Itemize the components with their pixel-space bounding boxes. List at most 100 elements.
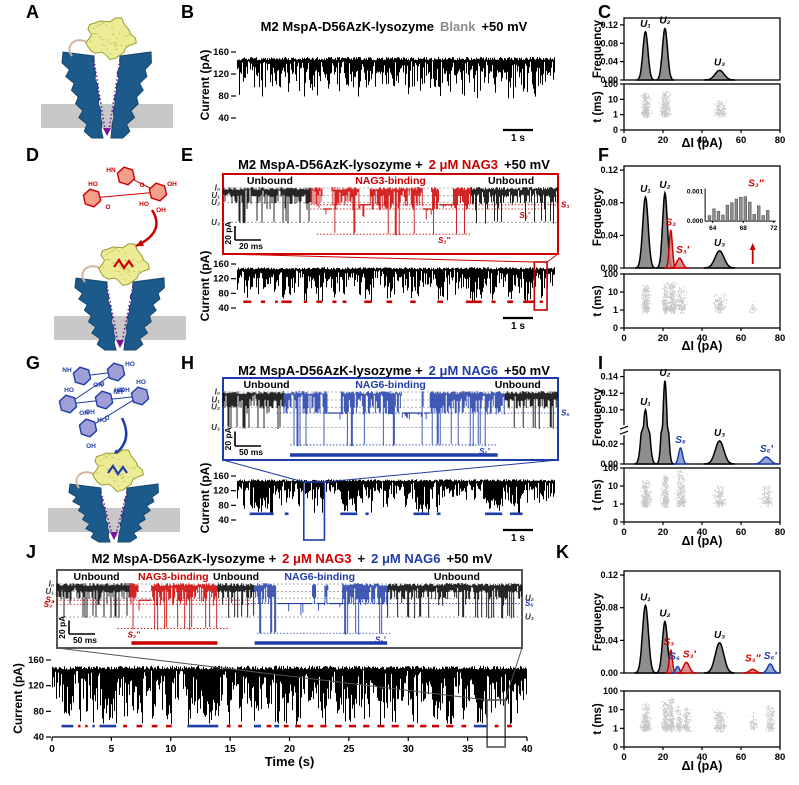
- peak-label-S₃: S₃: [666, 217, 677, 228]
- level-label-S₃′: S₃′: [44, 600, 55, 609]
- time-scalebar: 1 s: [511, 533, 525, 544]
- chem-label: HO: [139, 201, 149, 208]
- inset-bar: [739, 196, 743, 222]
- binding-arrow: [135, 209, 158, 248]
- level-label-S₃″: S₃″: [438, 236, 451, 245]
- inset-xtick: 72: [770, 225, 778, 232]
- scatter-cluster: [682, 707, 693, 733]
- hist-frame: [623, 17, 781, 81]
- level-label-U₃: U₃: [211, 218, 220, 227]
- binding-arrow-head: [136, 239, 144, 247]
- level-label-U₂: U₂: [525, 594, 534, 603]
- membrane: [54, 316, 186, 340]
- peak-label-U₃: U₃: [714, 57, 725, 68]
- level-label-S₃′: S₃′: [519, 211, 530, 220]
- membrane: [41, 104, 173, 128]
- hist-peak-U₁: [635, 195, 656, 269]
- time-tick: 15: [225, 744, 237, 755]
- pore-half: [61, 51, 104, 139]
- inset-trace-red: [129, 583, 218, 630]
- scatter-cluster: [660, 474, 670, 508]
- current-tick: 120: [28, 681, 44, 692]
- time-tick: 35: [462, 744, 474, 755]
- panel-letter-c: C: [598, 2, 611, 22]
- panel-b-title: M2 MspA-D56AzK-lysozyme Blank +50 mV: [200, 19, 588, 34]
- sugar-ring: [106, 362, 126, 382]
- peak-label-U₁: U₁: [640, 184, 651, 195]
- level-label-S₃: S₃: [46, 596, 54, 605]
- scatter-cluster: [712, 292, 728, 314]
- t-tick: 10: [608, 481, 618, 491]
- title-plus: +: [357, 551, 366, 566]
- time-scalebar: 1 s: [511, 133, 525, 144]
- lysozyme: [85, 17, 137, 61]
- time-tick: 5: [109, 744, 115, 755]
- x-tick: 80: [775, 333, 786, 344]
- current-tick: 80: [218, 500, 229, 511]
- y-axis-label-frequency: Frequency: [592, 187, 604, 246]
- peak-label-U₂: U₂: [659, 368, 670, 379]
- hist-peak-U₃: [703, 250, 736, 269]
- peak-label-S₃′: S₃′: [676, 245, 690, 256]
- inset-label-S₃″: S₃″: [748, 178, 765, 189]
- peak-label-S₆′: S₆′: [760, 444, 774, 455]
- peak-label-U₃: U₃: [714, 428, 725, 439]
- y-tick: 0.00: [600, 75, 618, 85]
- pore-half: [110, 51, 152, 139]
- bound-ligand-red: [113, 258, 134, 270]
- inset-region-label: NAG3-binding: [355, 175, 426, 187]
- scatter-cluster: [748, 711, 758, 732]
- inset-xtick: 68: [740, 225, 748, 232]
- hist-peak-S₃″: [741, 668, 764, 674]
- time-tick: 20: [284, 744, 296, 755]
- inset-region-label: NAG6-binding: [355, 379, 426, 391]
- panel-e-title: M2 MspA-D56AzK-lysozyme + 2 μM NAG3 +50 mV: [200, 157, 588, 172]
- lysozyme: [98, 243, 150, 287]
- chem-label: HO: [136, 379, 146, 386]
- inset-ytick: 0.001: [687, 188, 704, 195]
- scatter-cluster: [640, 479, 652, 509]
- peak-label-U₂: U₂: [659, 180, 670, 191]
- inset-bar: [752, 214, 756, 222]
- title-nag6: 2 μM NAG6: [371, 551, 441, 566]
- level-label-S₃″: S₃″: [128, 631, 141, 640]
- y-tick: 0.04: [600, 57, 618, 67]
- membrane: [48, 508, 180, 532]
- chem-label: OH: [86, 443, 96, 450]
- scatter-cluster: [667, 697, 676, 733]
- panel-b-current-trace: 160 120 80 40 Current (pA) 1 s: [198, 47, 555, 144]
- y-axis-label-current: Current (pA): [11, 663, 25, 734]
- y-tick: 0.00: [600, 459, 618, 469]
- time-tick: 25: [343, 744, 355, 755]
- inset-trace-blue: [283, 391, 505, 447]
- y-tick: 0.08: [600, 603, 618, 613]
- y-tick: 0.12: [600, 388, 618, 398]
- sugar-ring: [72, 366, 92, 386]
- peak-label-S₆: S₆: [669, 651, 680, 662]
- scale-pa: 20 pA: [57, 616, 67, 639]
- hist-peak-S₃′: [676, 661, 697, 674]
- lysozyme-texture: [102, 248, 144, 281]
- hist-frame: [623, 369, 781, 465]
- scatter-cluster: [660, 700, 670, 733]
- title-voltage: +50 mV: [504, 157, 550, 172]
- x-tick: 20: [658, 527, 669, 538]
- peak-label-U₁: U₁: [640, 592, 651, 603]
- current-tick: 160: [213, 47, 229, 58]
- current-tick: 160: [28, 655, 44, 666]
- x-tick: 40: [697, 752, 708, 763]
- inset-frame: [56, 569, 523, 649]
- x-tick: 20: [658, 752, 669, 763]
- chem-label: HN: [106, 167, 116, 174]
- inset-region-label: Unbound: [244, 379, 290, 391]
- y-tick: 0.08: [600, 198, 618, 208]
- hist-frame: [623, 165, 781, 269]
- inset-bar: [712, 208, 716, 222]
- current-trace: [52, 665, 527, 725]
- current-tick: 120: [213, 69, 229, 80]
- hist-peak-U₁: [635, 30, 655, 81]
- t-tick: 10: [608, 287, 618, 297]
